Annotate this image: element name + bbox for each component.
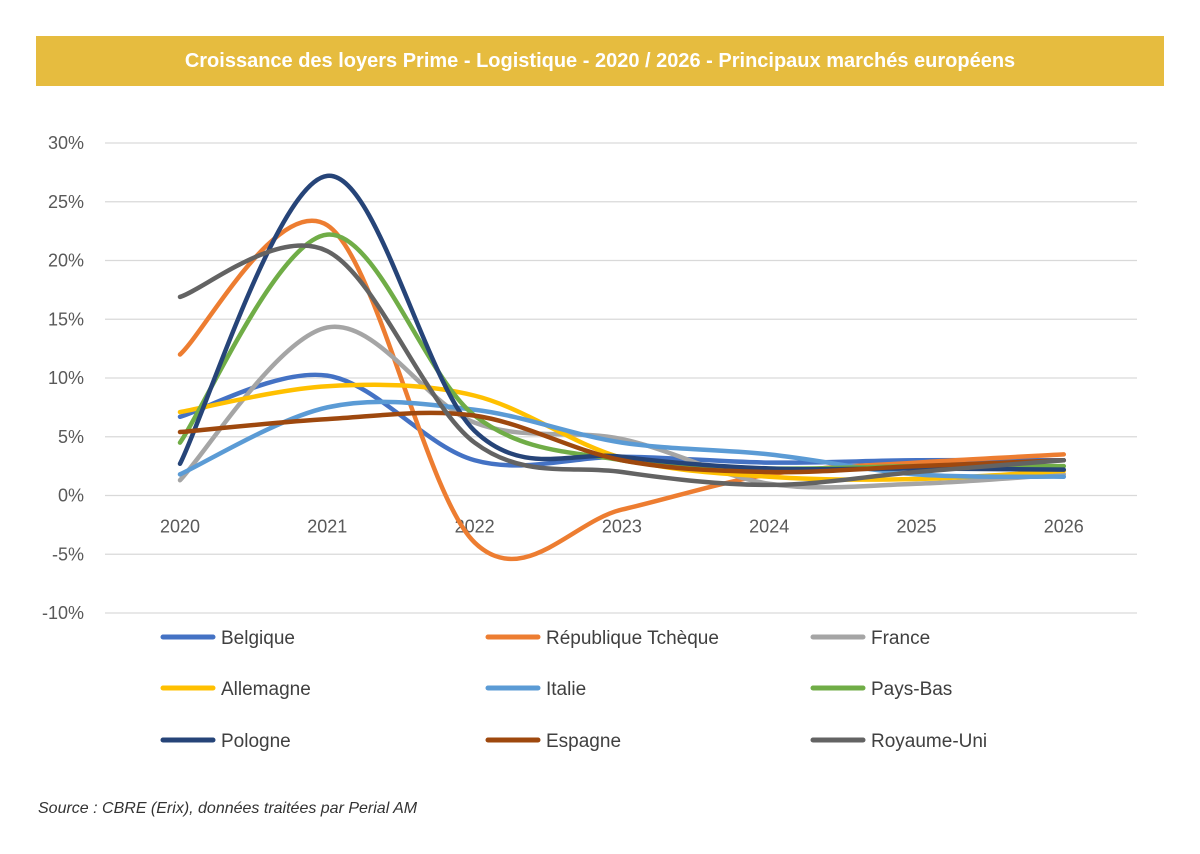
y-tick-label: 30% bbox=[48, 133, 84, 153]
series-line-france bbox=[177, 324, 1067, 490]
chart-title: Croissance des loyers Prime - Logistique… bbox=[36, 36, 1164, 86]
y-tick-label: 10% bbox=[48, 368, 84, 388]
series-line-espagne bbox=[177, 410, 1067, 475]
y-tick-label: 0% bbox=[58, 486, 84, 506]
series-line-italie bbox=[177, 399, 1067, 480]
x-tick-label: 2026 bbox=[1044, 517, 1084, 537]
gridlines bbox=[105, 142, 1137, 614]
x-tick-label: 2024 bbox=[749, 517, 789, 537]
y-tick-label: 5% bbox=[58, 427, 84, 447]
series-line-pays-bas bbox=[177, 232, 1067, 471]
legend-label-republique-tcheque: République Tchèque bbox=[546, 628, 719, 649]
y-tick-label: -5% bbox=[52, 544, 84, 564]
legend-label-belgique: Belgique bbox=[221, 628, 295, 649]
series-line-republique-tcheque bbox=[177, 218, 1067, 562]
y-tick-label: 15% bbox=[48, 309, 84, 329]
legend-label-espagne: Espagne bbox=[546, 731, 621, 752]
x-axis-ticks: 2020 2021 2022 2023 2024 2025 2026 bbox=[160, 517, 1084, 537]
y-axis-ticks: -10% -5% 0% 5% 10% 15% 20% 25% 30% bbox=[42, 133, 84, 623]
y-tick-label: 20% bbox=[48, 251, 84, 271]
legend-label-royaume-uni: Royaume-Uni bbox=[871, 731, 987, 752]
series-line-royaume-uni bbox=[177, 243, 1067, 488]
x-tick-label: 2025 bbox=[896, 517, 936, 537]
legend: Belgique République Tchèque France Allemagn… bbox=[160, 628, 987, 752]
legend-label-france: France bbox=[871, 628, 930, 649]
y-tick-label: -10% bbox=[42, 603, 84, 623]
legend-label-pologne: Pologne bbox=[221, 731, 291, 752]
legend-label-allemagne: Allemagne bbox=[221, 679, 311, 700]
x-tick-label: 2020 bbox=[160, 517, 200, 537]
legend-label-pays-bas: Pays-Bas bbox=[871, 679, 952, 700]
y-tick-label: 25% bbox=[48, 192, 84, 212]
source-note: Source : CBRE (Erix), données traitées p… bbox=[38, 800, 418, 817]
x-tick-label: 2021 bbox=[307, 517, 347, 537]
series-lines bbox=[177, 173, 1067, 562]
x-tick-label: 2023 bbox=[602, 517, 642, 537]
legend-label-italie: Italie bbox=[546, 679, 586, 700]
